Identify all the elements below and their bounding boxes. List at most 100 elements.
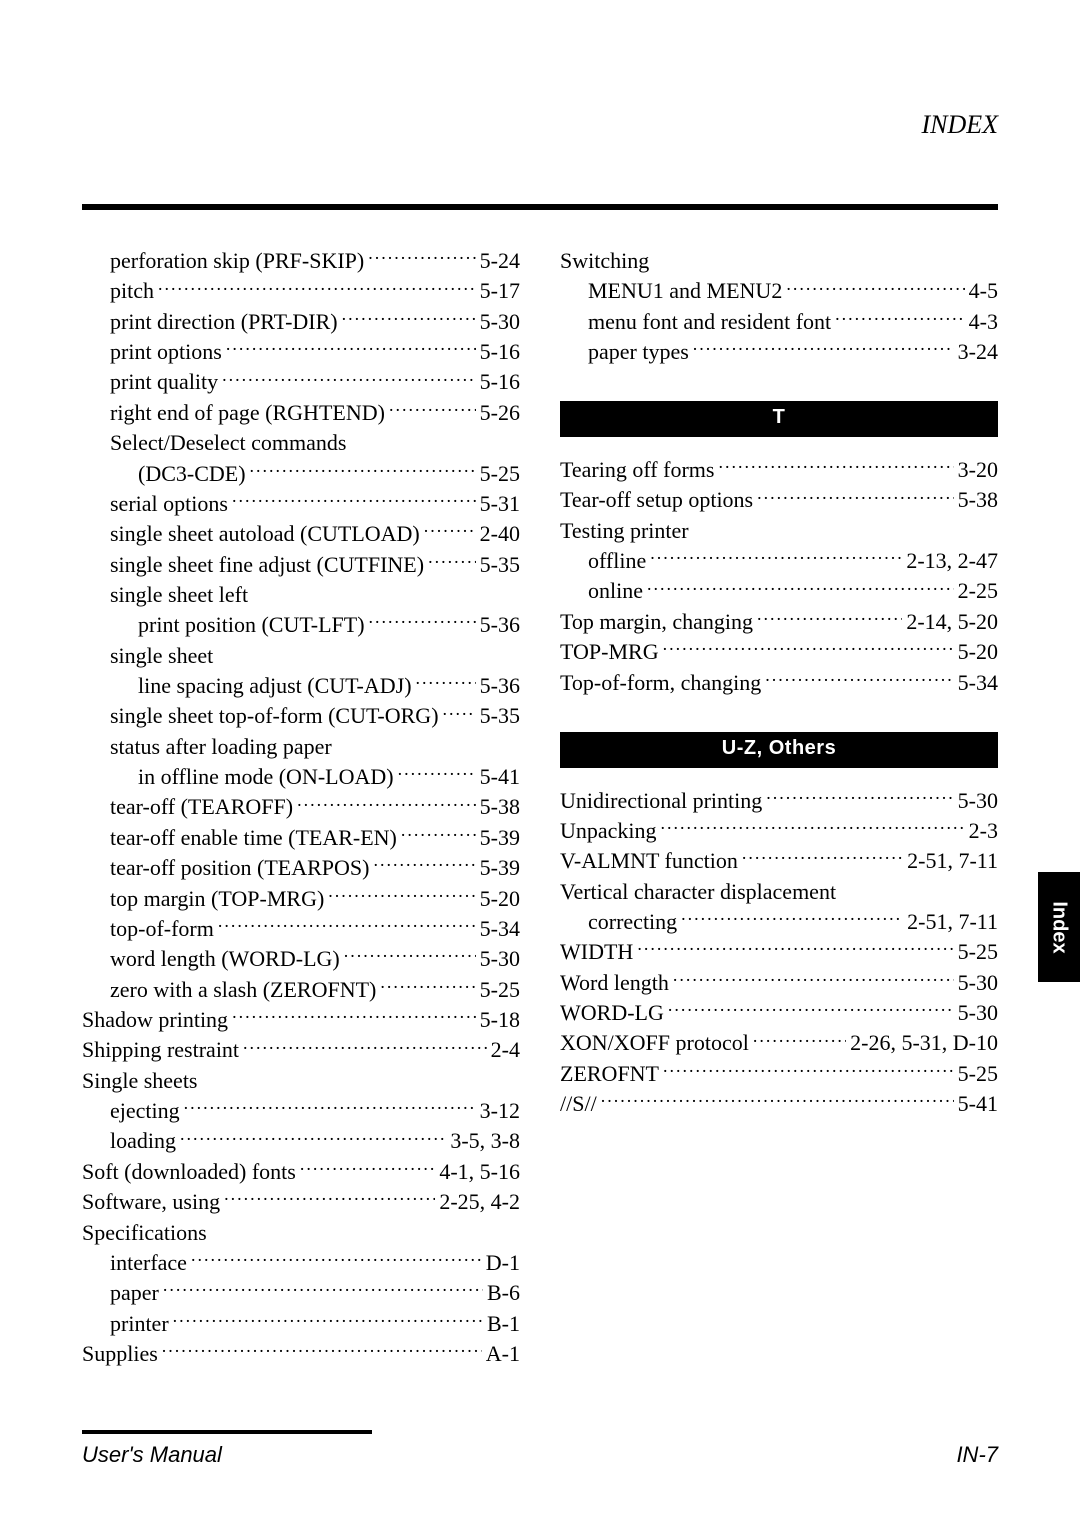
entry-page: 3-12: [480, 1096, 520, 1126]
entry-label: XON/XOFF protocol: [560, 1028, 749, 1058]
index-entry: tear-off enable time (TEAR-EN)5-39: [82, 823, 520, 853]
entry-page: 2-14, 5-20: [906, 607, 998, 637]
index-entry: paper types3-24: [560, 337, 998, 367]
entry-label: Shipping restraint: [82, 1035, 239, 1065]
leader-dots: [416, 671, 476, 693]
index-entry: Shipping restraint 2-4: [82, 1035, 520, 1065]
entry-page: 5-17: [480, 276, 520, 306]
content-columns: perforation skip (PRF-SKIP)5-24pitch5-17…: [82, 246, 998, 1369]
leader-dots: [344, 944, 476, 966]
index-entry: //S//5-41: [560, 1089, 998, 1119]
entry-page: 4-5: [969, 276, 998, 306]
entry-label: Soft (downloaded) fonts: [82, 1157, 296, 1187]
index-entry: single sheet left: [82, 580, 520, 610]
entry-label: print options: [110, 337, 222, 367]
leader-dots: [742, 846, 903, 868]
entry-label: print direction (PRT-DIR): [110, 307, 338, 337]
leader-dots: [757, 607, 902, 629]
index-entry: Tear-off setup options5-38: [560, 485, 998, 515]
page-footer: User's Manual IN-7: [82, 1430, 998, 1468]
leader-dots: [786, 276, 964, 298]
leader-dots: [766, 786, 953, 808]
entry-label: tear-off enable time (TEAR-EN): [110, 823, 397, 853]
entry-label: print quality: [110, 367, 218, 397]
leader-dots: [650, 546, 902, 568]
index-entry: pitch5-17: [82, 276, 520, 306]
entry-label: word length (WORD-LG): [110, 944, 340, 974]
index-entry: Select/Deselect commands: [82, 428, 520, 458]
index-entry: (DC3-CDE)5-25: [82, 459, 520, 489]
entry-label: ZEROFNT: [560, 1059, 659, 1089]
entry-page: 5-35: [480, 701, 520, 731]
index-entry: Top margin, changing2-14, 5-20: [560, 607, 998, 637]
leader-dots: [224, 1187, 435, 1209]
leader-dots: [297, 792, 476, 814]
entry-page: 5-25: [480, 975, 520, 1005]
leader-dots: [718, 455, 953, 477]
entry-page: 5-34: [958, 668, 998, 698]
index-entry: offline2-13, 2-47: [560, 546, 998, 576]
footer-right: IN-7: [956, 1442, 998, 1468]
leader-dots: [373, 853, 475, 875]
entry-label: Switching: [560, 246, 649, 276]
entry-page: 5-36: [480, 671, 520, 701]
index-entry: Top-of-form, changing5-34: [560, 668, 998, 698]
leader-dots: [661, 816, 965, 838]
entry-page: 5-30: [958, 968, 998, 998]
entry-label: V-ALMNT function: [560, 846, 738, 876]
index-entry: Shadow printing5-18: [82, 1005, 520, 1035]
index-entry: Word length 5-30: [560, 968, 998, 998]
entry-page: 5-25: [480, 459, 520, 489]
index-entry: SuppliesA-1: [82, 1339, 520, 1369]
leader-dots: [369, 610, 476, 632]
entry-label: TOP-MRG: [560, 637, 659, 667]
entry-page: 5-41: [480, 762, 520, 792]
entry-label: WORD-LG: [560, 998, 664, 1028]
entry-label: Unidirectional printing: [560, 786, 762, 816]
leader-dots: [380, 975, 475, 997]
leader-dots: [232, 1005, 476, 1027]
leader-dots: [424, 519, 476, 541]
entry-page: 5-38: [958, 485, 998, 515]
leader-dots: [693, 337, 954, 359]
leader-dots: [173, 1309, 483, 1331]
index-entry: Vertical character displacement: [560, 877, 998, 907]
entry-label: tear-off position (TEARPOS): [110, 853, 369, 883]
index-entry: Unpacking2-3: [560, 816, 998, 846]
entry-page: 2-25, 4-2: [439, 1187, 520, 1217]
entry-label: Word length: [560, 968, 669, 998]
index-entry: Switching: [560, 246, 998, 276]
side-tab: Index: [1038, 872, 1080, 982]
index-entry: single sheet top-of-form (CUT-ORG)5-35: [82, 701, 520, 731]
leader-dots: [663, 1059, 954, 1081]
leader-dots: [158, 276, 476, 298]
leader-dots: [191, 1248, 482, 1270]
entry-page: 2-4: [491, 1035, 520, 1065]
index-entry: MENU1 and MENU24-5: [560, 276, 998, 306]
entry-page: 2-26, 5-31, D-10: [850, 1028, 998, 1058]
leader-dots: [765, 668, 953, 690]
leader-dots: [163, 1278, 483, 1300]
entry-label: status after loading paper: [110, 732, 332, 762]
index-entry: print direction (PRT-DIR)5-30: [82, 307, 520, 337]
index-entry: WIDTH5-25: [560, 937, 998, 967]
entry-label: zero with a slash (ZEROFNT): [110, 975, 376, 1005]
index-entry: Testing printer: [560, 516, 998, 546]
entry-label: line spacing adjust (CUT-ADJ): [138, 671, 412, 701]
leader-dots: [243, 1035, 487, 1057]
entry-page: A-1: [486, 1339, 520, 1369]
footer-line: User's Manual IN-7: [82, 1442, 998, 1468]
leader-dots: [226, 337, 476, 359]
entry-page: 2-40: [480, 519, 520, 549]
leader-dots: [428, 550, 476, 572]
entry-label: Select/Deselect commands: [110, 428, 346, 458]
leader-dots: [389, 398, 476, 420]
entry-label: WIDTH: [560, 937, 633, 967]
entry-page: 5-31: [480, 489, 520, 519]
entry-page: 5-18: [480, 1005, 520, 1035]
entry-label: in offline mode (ON-LOAD): [138, 762, 394, 792]
leader-dots: [398, 762, 476, 784]
entry-page: 5-38: [480, 792, 520, 822]
page-header: INDEX: [82, 90, 998, 210]
left-column: perforation skip (PRF-SKIP)5-24pitch5-17…: [82, 246, 520, 1369]
